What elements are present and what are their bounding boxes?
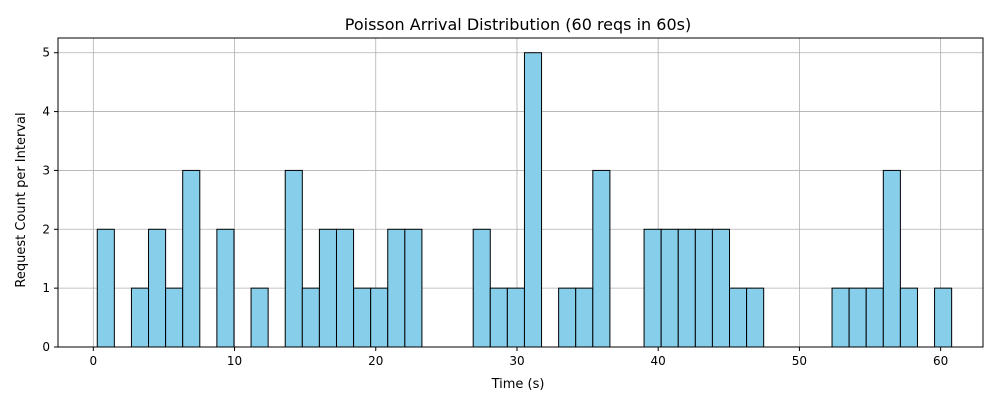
x-tick-label: 50: [792, 354, 807, 368]
histogram-bar: [934, 287, 953, 348]
x-tick-label: 30: [509, 354, 524, 368]
histogram-bar: [387, 228, 406, 348]
histogram-bar: [831, 287, 850, 348]
histogram-bar: [148, 228, 167, 348]
histogram-bar: [592, 169, 611, 348]
histogram-bar: [301, 287, 320, 348]
histogram-bar: [182, 169, 201, 348]
histogram-bar: [318, 228, 337, 348]
y-tick-label: 1: [42, 281, 50, 295]
axis-ticks: 0 10 20 30 40 50 60 0 1 2 3 4 5: [42, 46, 948, 368]
histogram-bar: [353, 287, 372, 348]
histogram-bar: [746, 287, 765, 348]
x-tick-label: 60: [933, 354, 948, 368]
histogram-bar: [558, 287, 577, 348]
histogram-bar: [250, 287, 269, 348]
histogram-bar: [96, 228, 115, 348]
y-axis-label: Request Count per Interval: [14, 112, 29, 287]
y-tick-label: 4: [42, 105, 50, 119]
histogram-bar: [165, 287, 184, 348]
histogram-bar: [523, 52, 543, 348]
histogram-bar: [882, 169, 901, 348]
y-tick-label: 0: [42, 340, 50, 354]
histogram-bar: [506, 287, 525, 348]
histogram-bar: [711, 228, 731, 348]
histogram-bar: [677, 228, 696, 348]
histogram-bar: [335, 228, 355, 348]
histogram-bar: [370, 287, 389, 348]
histogram-bar: [404, 228, 423, 348]
y-tick-label: 2: [42, 222, 50, 236]
y-tick-label: 5: [42, 46, 50, 60]
histogram-bar: [284, 169, 303, 348]
histogram-bar: [575, 287, 594, 348]
plot-area-frame: [57, 37, 984, 348]
x-tick-label: 40: [651, 354, 666, 368]
x-axis-label: Time (s): [491, 377, 545, 392]
x-tick-label: 0: [89, 354, 97, 368]
histogram-bar: [660, 228, 679, 348]
histogram-bar: [865, 287, 884, 348]
histogram-bar: [472, 228, 491, 348]
chart-title: Poisson Arrival Distribution (60 reqs in…: [345, 15, 691, 34]
bars: [96, 52, 953, 348]
histogram-bar: [643, 228, 662, 348]
histogram-bar: [848, 287, 867, 348]
histogram-bar: [489, 287, 508, 348]
histogram-bar: [694, 228, 713, 348]
y-tick-label: 3: [42, 163, 50, 177]
x-tick-label: 10: [227, 354, 242, 368]
x-tick-label: 20: [368, 354, 383, 368]
histogram-bar: [216, 228, 235, 348]
histogram-bar: [899, 287, 918, 348]
histogram-bar: [130, 287, 150, 348]
histogram-bar: [729, 287, 748, 348]
